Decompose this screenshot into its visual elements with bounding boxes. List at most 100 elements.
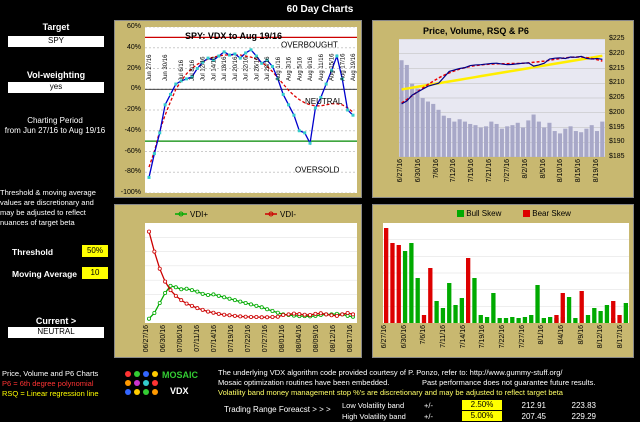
low-vol-pct-field[interactable]: 2.50% [462,400,502,410]
current-label: Current > [35,316,77,326]
vdi-x-axis: 06/27/16 06/30/16 07/06/16 07/11/16 07/14/16… [143,325,357,359]
vdi-minus-point [297,312,302,317]
x-tick-label: Jul 8/16 [190,59,196,81]
price-y-axis: $225 $220 $215 $210 $205 $200 $195 $190 $185 [607,35,633,160]
vdi-minus-point [249,315,254,320]
volume-bar [404,64,409,157]
vdx-point [254,54,258,58]
y-tick-label: $215 [609,64,625,72]
bull-skew-bar [598,311,603,323]
vdi-plot-area [145,223,357,323]
volume-bar [499,128,504,157]
y-tick-label: $205 [609,94,625,101]
x-tick-label: 07/22/16 [245,325,252,353]
price-line [401,55,603,105]
vdi-minus-point [324,312,329,317]
bear-skew-bar [579,291,584,323]
x-tick-label: 8/17/16 [617,325,624,349]
bull-skew-swatch [457,210,464,217]
x-tick-label: 7/27/16 [503,159,511,183]
volume-bar [489,121,494,157]
bull-skew-bar [484,317,490,323]
x-tick-label: Aug 9/16 [308,56,314,81]
vdi-plus-point [179,287,184,292]
moving-average-field[interactable]: 10 [82,267,108,279]
x-tick-label: Jul 12/16 [201,56,207,81]
volume-bar [531,114,536,157]
threshold-field[interactable]: 50% [82,245,108,257]
x-tick-label: 7/12/16 [450,159,458,183]
skew-chart-panel: 6/27/16 6/30/16 7/6/16 7/11/16 7/14/16 7/19/1… [372,204,634,358]
x-tick-label: Aug 15/16 [330,53,336,81]
vdi-minus-point [254,315,259,320]
x-tick-label: Aug 11/16 [319,53,325,81]
vdx-point [185,77,189,81]
volume-bar [557,133,563,157]
high-vol-pct-field[interactable]: 5.00% [462,411,502,421]
bear-skew-bar [396,245,401,323]
volume-bar [563,128,568,157]
page-title: 60 Day Charts [286,4,354,15]
vol-weighting-field[interactable]: yes [8,82,104,93]
bull-skew-bar [440,308,446,323]
high-vol-upper: 229.29 [571,412,596,421]
bear-skew-bar [617,315,622,323]
vdx-point [174,82,178,86]
vdi-minus-point [189,303,194,308]
bull-skew-bar [503,318,509,323]
volume-bar [484,126,489,157]
vdi-plus-point [152,311,157,316]
bear-skew-bar [611,301,616,323]
current-signal: NEUTRAL [8,327,104,338]
volume-bar [536,121,541,157]
x-tick-label: Jul 26/16 [254,56,260,81]
bull-skew-bar [472,278,477,323]
vdx-point [147,175,151,179]
bull-skew-bar [522,317,528,323]
x-tick-label: 6/30/16 [400,325,408,349]
vdi-plus-point [206,293,211,298]
x-tick-label: 8/9/16 [577,325,585,345]
bull-skew-bar [491,293,496,323]
high-vol-lower: 207.45 [521,412,546,421]
x-tick-label: Jul 18/16 [222,56,228,81]
vdx-point [152,152,156,156]
x-tick-label: 07/06/16 [177,325,184,353]
vdx-point [217,54,221,58]
vdi-plus-point [157,301,162,306]
vdx-point [158,131,162,135]
vdi-minus-point [152,249,157,254]
vdx-point [222,50,226,54]
price-chart-title: Price, Volume, RSQ & P6 [423,26,529,36]
volume-bar [505,126,510,157]
bull-skew-bar [573,318,578,323]
x-tick-label: 08/09/16 [313,325,320,353]
x-tick-label: 8/4/16 [558,325,565,345]
vdx-point [206,56,210,60]
vdi-chart-panel: 06/27/16 06/30/16 07/06/16 07/11/16 07/14/16… [114,204,362,358]
bull-skew-bar [447,283,452,323]
x-tick-label: 7/6/16 [420,325,428,345]
vdi-minus-point [318,311,323,316]
x-tick-label: 08/17/16 [347,325,354,353]
skew-plot-area [383,223,629,323]
vdx-point [308,141,312,145]
vdx-chart-title: SPY: VDX to Aug 19/16 [185,31,283,41]
vdi-plus-legend-label: VDI+ [190,210,208,219]
bull-skew-bar [497,318,502,323]
low-vol-lower: 212.91 [521,401,546,410]
vdx-point [330,69,334,73]
x-tick-label: Aug 5/16 [297,56,303,81]
moving-average-label: Moving Average [12,269,78,279]
target-field[interactable]: SPY [8,36,104,47]
volume-bar [415,88,420,157]
footer-line3: Volatility band money management stop %'… [218,388,563,397]
rsq-line [401,54,603,91]
volume-bar [547,122,552,157]
vdx-point [313,106,317,110]
vdi-minus-point [345,311,350,316]
vdi-plus-point [259,305,264,310]
x-tick-label: 8/12/16 [597,325,605,349]
bull-skew-bar [434,301,439,323]
vdi-plus-point [200,291,205,296]
